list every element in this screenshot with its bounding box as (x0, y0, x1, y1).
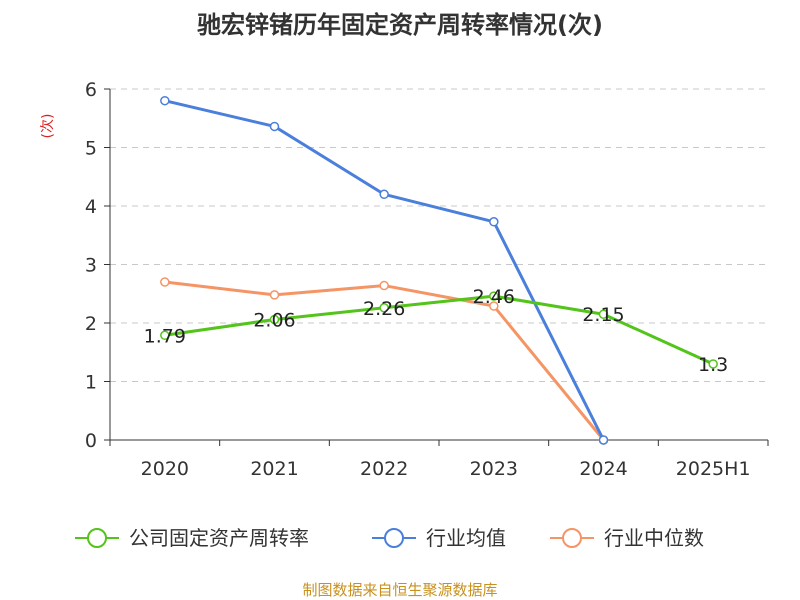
data-point (160, 95, 170, 106)
x-tick-label: 2024 (579, 458, 627, 480)
y-tick-label: 3 (85, 255, 97, 277)
y-tick-label: 1 (85, 372, 97, 394)
y-axis-label: (次) (40, 114, 56, 139)
data-point (269, 290, 280, 300)
series-line (164, 294, 714, 366)
data-point (269, 121, 280, 132)
data-point (269, 314, 280, 325)
y-tick-label: 4 (85, 196, 97, 218)
legend[interactable]: 公司固定资产周转率 行业均值 行业中位数 (75, 526, 704, 550)
legend-label: 行业均值 (426, 526, 506, 550)
legend-marker (384, 528, 404, 548)
data-point (379, 303, 389, 313)
data-point (708, 359, 718, 369)
data-point (160, 330, 170, 341)
legend-label: 行业中位数 (604, 526, 704, 550)
x-tick-label: 2020 (141, 458, 189, 480)
data-point (598, 435, 609, 445)
source-note: 制图数据来自恒生聚源数据库 (302, 581, 497, 599)
data-label: 2.26 (363, 298, 405, 320)
data-point (598, 309, 609, 319)
data-point (489, 291, 499, 301)
data-point (489, 217, 499, 227)
x-tick-label: 2022 (360, 458, 408, 480)
data-label: 1.79 (144, 325, 186, 347)
data-point (379, 189, 389, 200)
x-tick-label: 2023 (470, 458, 518, 480)
grid-lines (110, 88, 768, 382)
data-label: 2.15 (582, 304, 624, 326)
legend-label: 公司固定资产周转率 (129, 526, 309, 550)
data-label: 1.3 (698, 354, 728, 376)
series-lines (160, 95, 718, 445)
legend-marker (562, 528, 582, 548)
x-tick-label: 2025H1 (676, 458, 751, 480)
series-line (164, 99, 605, 441)
axes: 0 1 2 3 4 5 6 2020 2021 2022 2023 2024 2025H1 (85, 79, 769, 480)
data-point (160, 277, 170, 287)
data-labels: 1.79 2.06 2.26 2.46 2.15 1.3 (144, 286, 729, 376)
legend-marker (87, 528, 107, 548)
data-point (379, 280, 389, 291)
y-tick-label: 2 (85, 313, 97, 335)
y-tick-label: 0 (85, 430, 97, 452)
data-point (489, 301, 499, 311)
y-tick-label: 5 (85, 138, 97, 160)
chart-title: 驰宏锌锗历年固定资产周转率情况(次) (197, 11, 603, 39)
y-tick-label: 6 (85, 79, 97, 101)
x-tick-label: 2021 (250, 458, 298, 480)
data-label: 2.06 (253, 309, 295, 331)
data-label: 2.46 (473, 286, 515, 308)
